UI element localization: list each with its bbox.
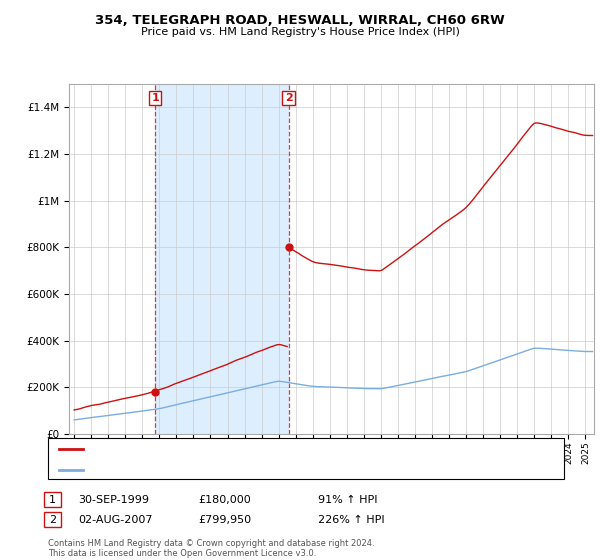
Text: Price paid vs. HM Land Registry's House Price Index (HPI): Price paid vs. HM Land Registry's House … bbox=[140, 27, 460, 37]
Text: Contains HM Land Registry data © Crown copyright and database right 2024.
This d: Contains HM Land Registry data © Crown c… bbox=[48, 539, 374, 558]
Text: 354, TELEGRAPH ROAD, HESWALL, WIRRAL, CH60 6RW: 354, TELEGRAPH ROAD, HESWALL, WIRRAL, CH… bbox=[95, 14, 505, 27]
Text: 91% ↑ HPI: 91% ↑ HPI bbox=[318, 494, 377, 505]
Text: £799,950: £799,950 bbox=[198, 515, 251, 525]
Text: 02-AUG-2007: 02-AUG-2007 bbox=[78, 515, 152, 525]
Text: 1: 1 bbox=[49, 494, 56, 505]
Text: 354, TELEGRAPH ROAD, HESWALL, WIRRAL, CH60 6RW (detached house): 354, TELEGRAPH ROAD, HESWALL, WIRRAL, CH… bbox=[89, 445, 447, 454]
Text: 30-SEP-1999: 30-SEP-1999 bbox=[78, 494, 149, 505]
Text: 2: 2 bbox=[285, 93, 292, 102]
Text: HPI: Average price, detached house, Wirral: HPI: Average price, detached house, Wirr… bbox=[89, 465, 298, 475]
Text: 2: 2 bbox=[49, 515, 56, 525]
Text: £180,000: £180,000 bbox=[198, 494, 251, 505]
Bar bbox=[155, 84, 289, 434]
Text: 1: 1 bbox=[151, 93, 159, 102]
Text: 226% ↑ HPI: 226% ↑ HPI bbox=[318, 515, 385, 525]
